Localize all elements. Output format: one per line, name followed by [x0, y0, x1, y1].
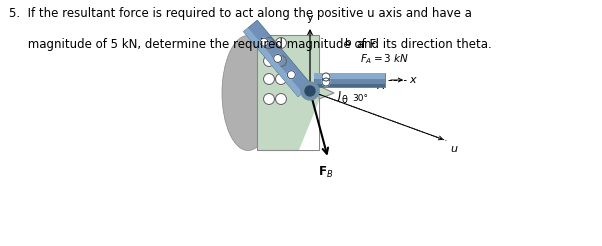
Circle shape [301, 82, 319, 100]
Bar [314, 84, 385, 87]
Text: and its direction theta.: and its direction theta. [353, 38, 491, 51]
Bar [314, 73, 385, 87]
Circle shape [276, 37, 287, 48]
Bar [314, 73, 385, 79]
Text: u: u [450, 144, 458, 154]
Circle shape [264, 56, 275, 66]
Text: B: B [273, 52, 279, 62]
Circle shape [276, 93, 287, 105]
Text: $F_A = 3$ kN: $F_A = 3$ kN [360, 52, 409, 66]
Ellipse shape [222, 35, 274, 151]
Text: $\mathbf{F}_B$: $\mathbf{F}_B$ [318, 165, 334, 180]
Text: b: b [345, 38, 352, 48]
Circle shape [322, 78, 330, 86]
Text: y: y [306, 13, 313, 23]
Polygon shape [299, 101, 319, 150]
Text: 5.  If the resultant force is required to act along the positive u axis and have: 5. If the resultant force is required to… [9, 7, 472, 20]
Circle shape [322, 73, 330, 81]
Text: θ: θ [342, 95, 348, 105]
Circle shape [287, 71, 296, 79]
Text: magnitude of 5 kN, determine the required magnitude of F: magnitude of 5 kN, determine the require… [9, 38, 376, 51]
Circle shape [260, 38, 268, 46]
Circle shape [264, 93, 275, 105]
Text: x: x [409, 75, 415, 85]
Text: A: A [377, 81, 384, 91]
Circle shape [264, 74, 275, 84]
Circle shape [274, 54, 282, 62]
Bar [257, 35, 319, 150]
Circle shape [305, 86, 315, 96]
Circle shape [276, 74, 287, 84]
Circle shape [276, 56, 287, 66]
Polygon shape [319, 86, 334, 99]
Text: 30°: 30° [352, 94, 368, 103]
Polygon shape [243, 28, 303, 97]
Circle shape [264, 37, 275, 48]
Polygon shape [243, 20, 312, 97]
